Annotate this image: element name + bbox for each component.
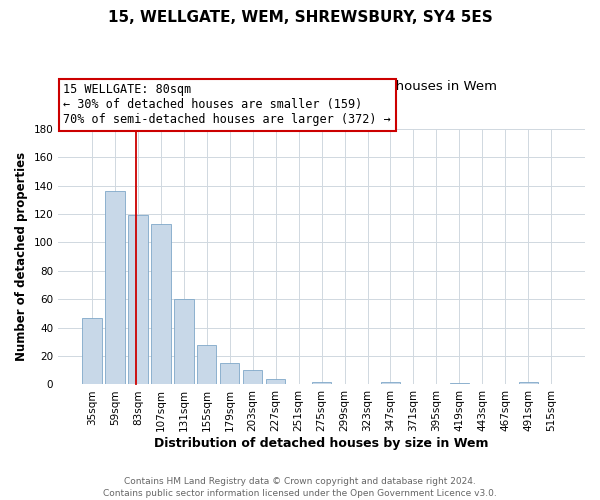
Title: Size of property relative to detached houses in Wem: Size of property relative to detached ho… [146,80,497,93]
Bar [174,300,194,384]
Bar [243,370,262,384]
Bar [518,382,538,384]
Bar [197,344,217,385]
Bar [449,383,469,384]
Y-axis label: Number of detached properties: Number of detached properties [15,152,28,361]
Text: 15 WELLGATE: 80sqm
← 30% of detached houses are smaller (159)
70% of semi-detach: 15 WELLGATE: 80sqm ← 30% of detached hou… [64,84,391,126]
Bar [128,216,148,384]
Bar [82,318,101,384]
Bar [266,379,286,384]
Text: 15, WELLGATE, WEM, SHREWSBURY, SY4 5ES: 15, WELLGATE, WEM, SHREWSBURY, SY4 5ES [107,10,493,25]
Bar [151,224,170,384]
Bar [105,192,125,384]
Bar [312,382,331,384]
Bar [381,382,400,384]
Text: Contains HM Land Registry data © Crown copyright and database right 2024.
Contai: Contains HM Land Registry data © Crown c… [103,476,497,498]
X-axis label: Distribution of detached houses by size in Wem: Distribution of detached houses by size … [154,437,489,450]
Bar [220,363,239,384]
